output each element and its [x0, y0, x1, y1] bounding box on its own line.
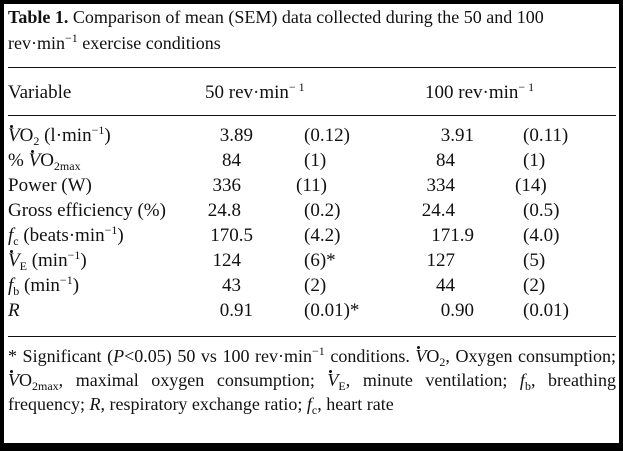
cell-s100: (2) [523, 275, 546, 296]
cell-m50: 3.89 [219, 125, 253, 146]
row-name-pct-vo2max: % VO2max [8, 150, 81, 173]
cell-s50: (0.2) [304, 200, 341, 221]
cell-m50: 84 [222, 150, 241, 171]
cell-m50: 0.91 [219, 300, 253, 321]
cell-m100: 334 [426, 175, 456, 196]
cell-m100: 0.90 [440, 300, 474, 321]
cell-s100: (1) [523, 150, 546, 171]
header-rule [8, 115, 616, 116]
header-50: 50 rev·min− 1 [205, 80, 305, 103]
cell-s100: (0.01) [523, 300, 569, 321]
cell-s100: (5) [523, 250, 546, 271]
cell-s50: (2) [304, 275, 327, 296]
cell-s50: (11) [296, 175, 327, 196]
table-label: Table 1. [8, 7, 69, 27]
table-caption-text: Comparison of mean (SEM) data collected … [8, 7, 544, 53]
table-caption: Table 1. Comparison of mean (SEM) data c… [8, 4, 615, 56]
cell-m100: 127 [426, 250, 456, 271]
table-footnote: * Significant (P<0.05) 50 vs 100 rev·min… [8, 344, 616, 417]
cell-s50: (0.01)* [304, 300, 360, 321]
cell-s50: (0.12) [304, 125, 350, 146]
cell-m100: 44 [436, 275, 455, 296]
row-name-gross-efficiency: Gross efficiency (%) [8, 200, 166, 221]
cell-s50: (4.2) [304, 225, 341, 246]
cell-s50: (1) [304, 150, 327, 171]
cell-s100: (0.11) [523, 125, 569, 146]
cell-s50: (6)* [304, 250, 336, 271]
cell-m100: 84 [436, 150, 455, 171]
row-name-power: Power (W) [8, 175, 92, 196]
cell-m100: 171.9 [431, 225, 474, 246]
cell-m50: 43 [222, 275, 241, 296]
cell-m50: 124 [212, 250, 242, 271]
row-name-fb: fb (min−1) [8, 273, 80, 298]
cell-m50: 336 [212, 175, 242, 196]
cell-m100: 24.4 [421, 200, 455, 221]
cell-m50: 170.5 [210, 225, 253, 246]
cell-s100: (4.0) [523, 225, 560, 246]
cell-m50: 24.8 [207, 200, 241, 221]
header-100: 100 rev·min− 1 [425, 80, 535, 103]
row-name-r: R [8, 300, 20, 321]
bottom-rule [8, 336, 616, 337]
row-name-ve: VE (min−1) [8, 248, 87, 273]
cell-m100: 3.91 [440, 125, 474, 146]
cell-s100: (0.5) [523, 200, 560, 221]
header-variable: Variable [8, 82, 72, 103]
cell-s100: (14) [515, 175, 547, 196]
row-name-vo2: VO2 (l·min−1) [8, 123, 111, 148]
top-rule [8, 67, 616, 68]
table-page: Table 1. Comparison of mean (SEM) data c… [4, 4, 619, 443]
row-name-fc: fc (beats·min−1) [8, 223, 124, 248]
